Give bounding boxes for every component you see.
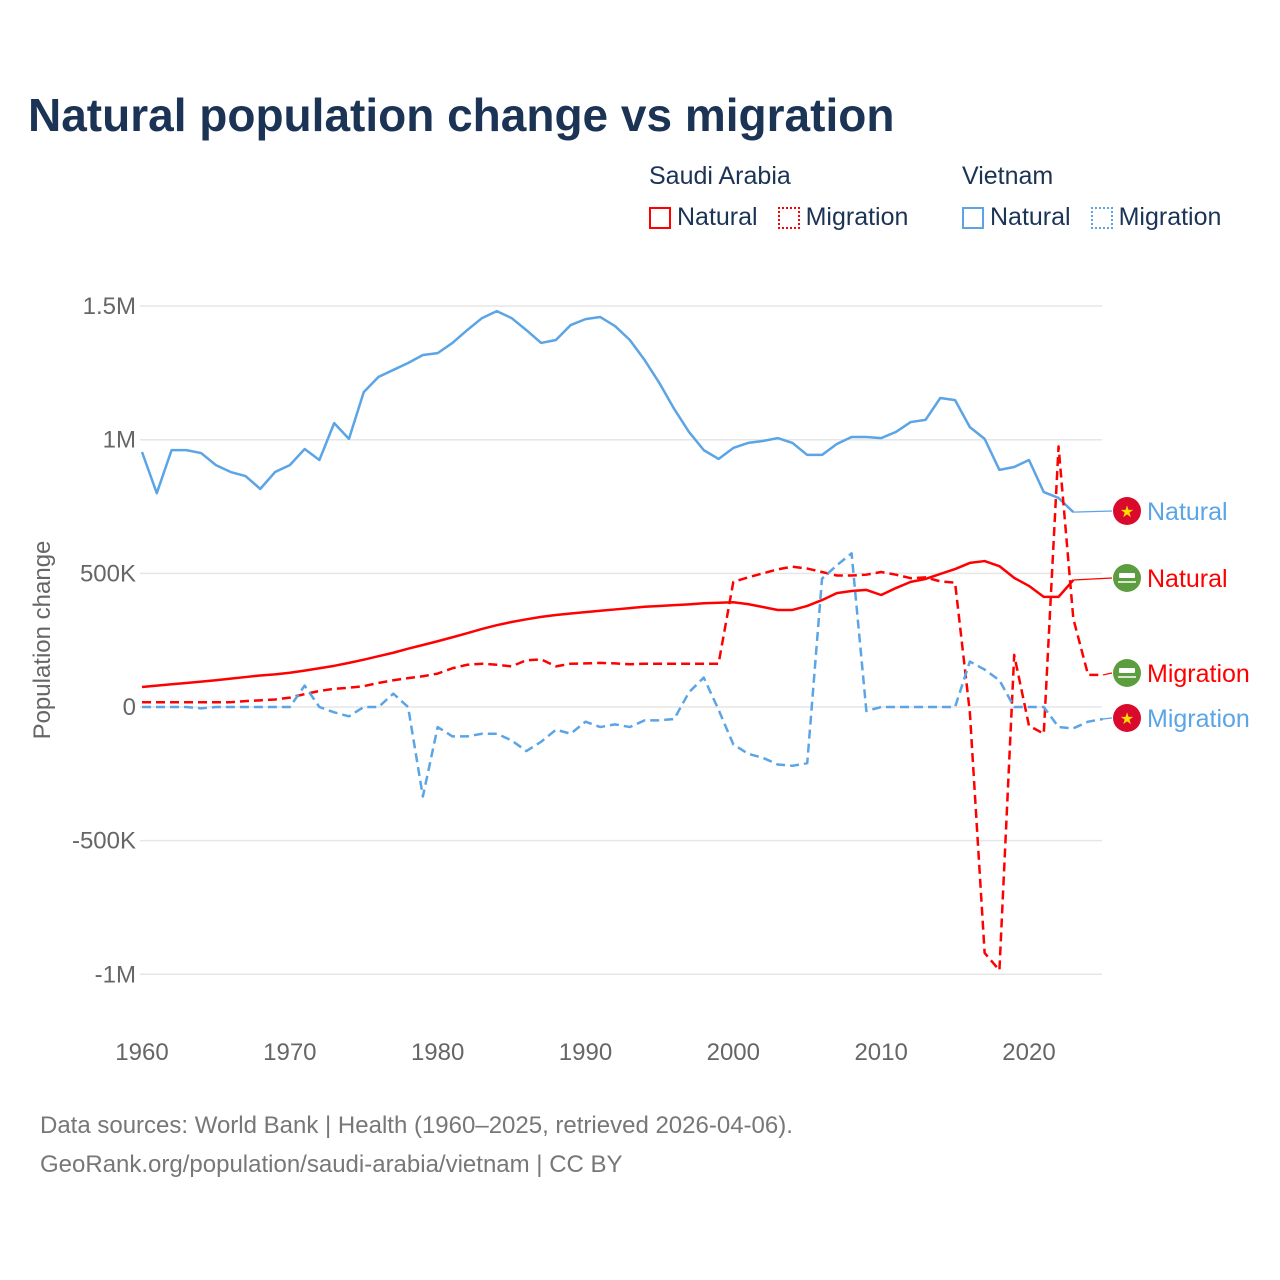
legend-item-saudi-natural[interactable]: Natural [649,203,758,232]
label-connector [1073,510,1113,513]
data-source-note: Data sources: World Bank | Health (1960–… [40,1112,793,1139]
saudi-flag-icon [1113,659,1141,687]
source-link[interactable]: GeoRank.org/population/saudi-arabia/viet… [40,1151,623,1178]
saudi-flag-icon [1113,564,1141,592]
label-connector [1102,672,1113,676]
y-tick-label: 0 [123,694,136,721]
legend-item-saudi-migration[interactable]: Migration [777,203,909,232]
flag-circle [1113,704,1141,732]
y-tick-label: 1M [103,427,136,454]
dotted-swatch-icon [777,206,800,229]
emblem [1119,573,1135,578]
x-tick-label: 1980 [411,1039,464,1066]
legend-label: Natural [677,203,758,231]
legend-label: Migration [805,203,909,231]
legend-item-vietnam-natural[interactable]: Natural [962,203,1071,232]
y-axis-label: Population change [29,541,56,740]
emblem [1119,668,1135,673]
label-connector [1073,577,1113,581]
series-end-label: Migration [1147,705,1250,733]
y-tick-label: -1M [95,961,136,988]
series-line-saudi-arabia-migration [142,445,1103,972]
series-line-vietnam-migration [142,552,1104,798]
legend-item-vietnam-migration[interactable]: Migration [1090,203,1222,232]
legend-group-title: Vietnam [962,162,1054,190]
y-tick-label: 500K [80,560,136,587]
x-tick-label: 2020 [1002,1039,1055,1066]
star-icon: ★ [1120,504,1134,521]
series-line-vietnam-natural [140,309,1075,514]
vietnam-flag-icon: ★ [1113,497,1141,525]
solid-swatch-icon [649,206,671,229]
legend-label: Migration [1118,203,1222,231]
x-tick-label: 2010 [854,1039,907,1066]
legend-label: Natural [990,203,1071,231]
series-end-label: Migration [1147,660,1250,688]
x-tick-label: 1970 [263,1039,316,1066]
flag-circle [1113,497,1141,525]
y-tick-label: -500K [72,828,136,855]
chart-title: Natural population change vs migration [28,89,895,141]
solid-swatch-icon [962,206,984,229]
label-connector [1102,717,1113,720]
legend-group-saudi-arabia: Saudi Arabia Natural Migration [649,162,928,232]
footer: Data sources: World Bank | Health (1960–… [40,1106,793,1184]
y-tick-label: 1.5M [83,293,136,320]
series-end-label: Natural [1147,498,1228,526]
series-end-label: Natural [1147,565,1228,593]
x-tick-label: 1960 [115,1039,168,1066]
series-line-saudi-arabia-natural [141,559,1075,689]
legend-group-vietnam: Vietnam Natural Migration [962,162,1241,232]
star-icon: ★ [1120,711,1134,728]
dotted-swatch-icon [1090,206,1113,229]
x-tick-label: 1990 [559,1039,612,1066]
legend-group-title: Saudi Arabia [649,162,791,190]
vietnam-flag-icon: ★ [1113,704,1141,732]
x-tick-label: 2000 [707,1039,760,1066]
